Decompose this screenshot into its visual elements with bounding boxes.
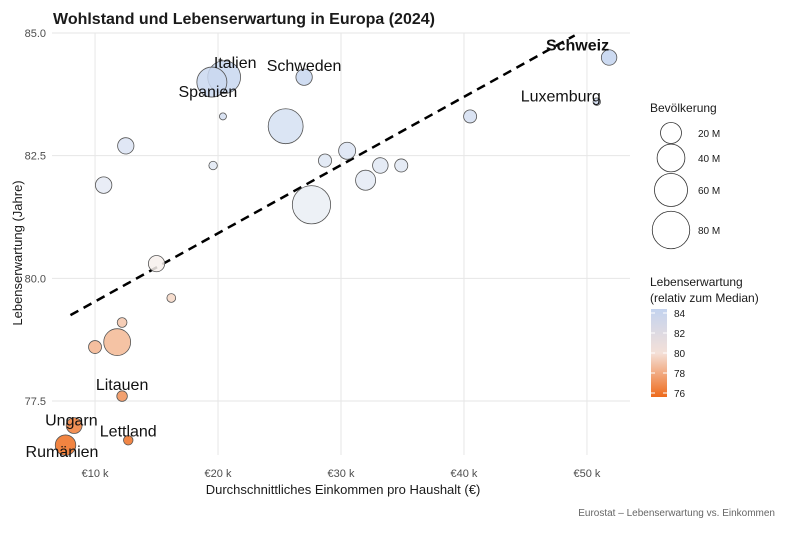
- data-point: [103, 328, 132, 356]
- y-tick-label: 85.0: [25, 28, 46, 40]
- size-legend-title: Bevölkerung: [650, 101, 717, 115]
- color-legend-label: 84: [674, 309, 686, 320]
- data-point: [372, 157, 389, 174]
- data-point: [116, 317, 128, 328]
- data-point: [196, 66, 228, 98]
- point-label: Schweiz: [546, 38, 609, 55]
- data-point: [355, 169, 377, 191]
- data-point: [600, 49, 618, 66]
- size-legend-label: 80 M: [698, 226, 720, 237]
- data-points: [54, 49, 618, 456]
- color-legend-title-line2: (relativ zum Median): [650, 291, 759, 305]
- size-legend-circle: [654, 173, 688, 207]
- chart-title: Wohlstand und Lebenserwartung in Europa …: [53, 11, 435, 28]
- x-axis-title: Durchschnittliches Einkommen pro Haushal…: [206, 482, 481, 497]
- point-label: Lettland: [100, 423, 157, 440]
- x-axis-ticks: €10 k €20 k €30 k €40 k €50 k: [82, 468, 601, 480]
- point-label: Schweden: [267, 58, 342, 75]
- point-label: Italien: [214, 55, 257, 72]
- data-point: [291, 185, 332, 225]
- y-axis-title: Lebenserwartung (Jahre): [10, 180, 25, 325]
- size-legend-label: 40 M: [698, 154, 720, 165]
- data-point: [394, 158, 409, 173]
- data-point: [123, 435, 134, 446]
- y-axis-ticks: 77.5 80.0 82.5 85.0: [25, 28, 46, 408]
- point-label: Spanien: [179, 84, 238, 101]
- x-tick-label: €40 k: [451, 468, 478, 480]
- data-point: [295, 68, 313, 86]
- data-point: [592, 97, 601, 106]
- x-tick-label: €20 k: [205, 468, 232, 480]
- y-tick-label: 77.5: [25, 396, 46, 408]
- size-legend-circle: [660, 122, 682, 144]
- point-labels: Schweiz Luxemburg Italien Spanien Schweden Li…: [26, 38, 610, 462]
- data-point: [117, 137, 135, 155]
- color-legend-label: 80: [674, 349, 686, 360]
- y-tick-label: 82.5: [25, 151, 46, 163]
- color-legend-bar: [651, 309, 667, 397]
- data-point: [147, 255, 166, 273]
- size-legend-circle: [656, 143, 686, 173]
- chart-caption: Eurostat – Lebenserwartung vs. Einkommen: [578, 508, 775, 519]
- data-point: [219, 112, 227, 121]
- point-label: Litauen: [96, 377, 149, 394]
- data-point: [318, 153, 332, 168]
- x-tick-label: €30 k: [328, 468, 355, 480]
- data-point: [116, 390, 128, 402]
- data-point: [166, 293, 177, 303]
- color-legend-label: 76: [674, 389, 686, 400]
- color-legend-label: 78: [674, 369, 686, 380]
- x-tick-label: €50 k: [573, 468, 600, 480]
- point-label: Luxemburg: [521, 89, 601, 106]
- x-tick-label: €10 k: [82, 468, 109, 480]
- size-legend-label: 60 M: [698, 186, 720, 197]
- data-point: [54, 434, 77, 456]
- grid: [52, 32, 630, 455]
- point-label: Rumänien: [26, 444, 99, 461]
- data-point: [463, 109, 478, 124]
- color-legend-title-line1: Lebenserwartung: [650, 275, 743, 289]
- data-point: [267, 108, 304, 145]
- size-legend-label: 20 M: [698, 129, 720, 140]
- trend-line: [69, 34, 576, 317]
- y-tick-label: 80.0: [25, 273, 46, 285]
- size-legend: Bevölkerung 20 M 40 M 60 M 80 M: [650, 101, 720, 250]
- data-point: [338, 141, 357, 160]
- data-point: [95, 176, 113, 194]
- color-legend-label: 82: [674, 329, 686, 340]
- point-label: Ungarn: [45, 413, 97, 430]
- size-legend-circle: [651, 210, 691, 250]
- data-point: [65, 417, 83, 434]
- color-legend: Lebenserwartung (relativ zum Median) 84 8…: [650, 275, 759, 400]
- data-point: [88, 340, 102, 354]
- data-point: [208, 160, 218, 171]
